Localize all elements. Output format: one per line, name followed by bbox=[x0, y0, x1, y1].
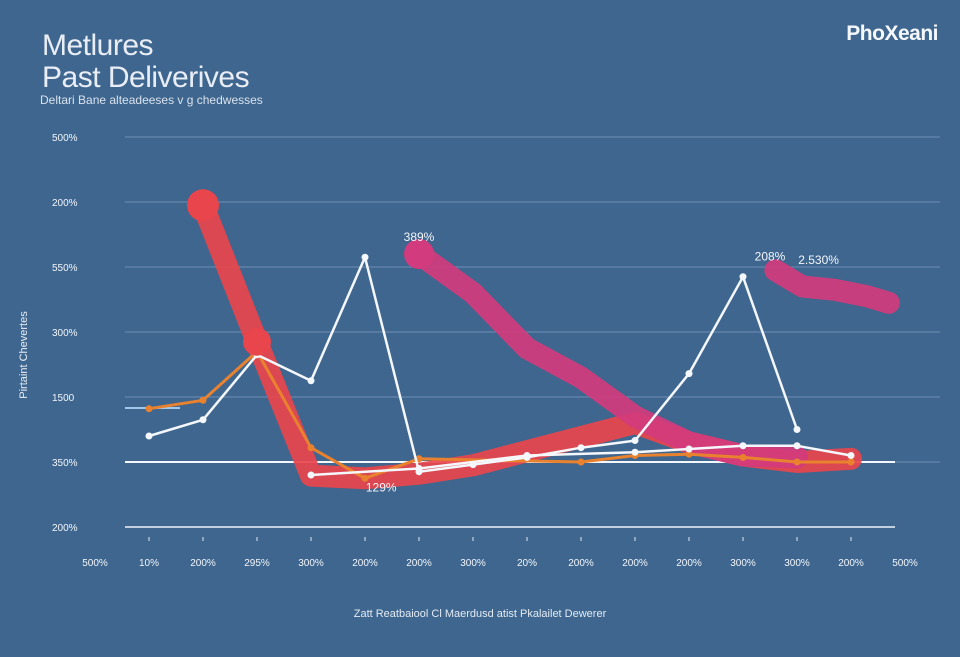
x-tick-label: 200% bbox=[568, 558, 594, 569]
series-point-1 bbox=[685, 445, 693, 453]
series-point-4 bbox=[361, 474, 369, 482]
series-point-1 bbox=[631, 448, 639, 456]
data-label: 208% bbox=[755, 250, 786, 264]
chart-subtitle: Deltari Bane alteadeeses v g chedwesses bbox=[40, 93, 263, 107]
series-point-1 bbox=[847, 452, 855, 459]
y-tick-label: 500% bbox=[52, 133, 78, 144]
y-tick-label: 300% bbox=[52, 328, 78, 339]
series-point-0 bbox=[199, 416, 207, 424]
x-tick-label: 300% bbox=[730, 558, 756, 569]
title-line-2: Past Deliverives bbox=[42, 61, 250, 94]
data-label: 2.530% bbox=[798, 253, 839, 267]
series-point-1 bbox=[415, 465, 423, 472]
x-tick-label: 200% bbox=[676, 558, 702, 569]
highlight-dot bbox=[404, 239, 434, 269]
y-tick-label: 350% bbox=[52, 458, 78, 469]
series-point-0 bbox=[739, 273, 747, 281]
series-line-5 bbox=[764, 259, 900, 314]
x-tick-label: 200% bbox=[406, 558, 432, 569]
x-tick-label: 300% bbox=[298, 558, 324, 569]
data-label: 129% bbox=[366, 480, 397, 494]
brand-logo: PhoXeani bbox=[846, 22, 938, 45]
highlight-dot bbox=[187, 189, 219, 222]
y-tick-label: 1500 bbox=[52, 393, 75, 404]
series-point-0 bbox=[631, 437, 639, 445]
series-line-3 bbox=[408, 243, 808, 469]
series-point-1 bbox=[307, 471, 315, 479]
series-point-0 bbox=[307, 377, 315, 385]
title-line-1: Metlures bbox=[42, 29, 154, 62]
x-tick-label: 500% bbox=[82, 558, 108, 569]
x-tick-label: 500% bbox=[892, 558, 918, 569]
x-axis-label: Zatt Reatbaiool Cl Maerdusd atist Pkalai… bbox=[353, 608, 607, 620]
chart-title: Metlures Past Deliverives bbox=[42, 29, 250, 94]
y-tick-label: 550% bbox=[52, 263, 78, 274]
highlight-dot bbox=[243, 327, 271, 356]
series-point-1 bbox=[523, 452, 531, 459]
series-point-4 bbox=[199, 396, 207, 404]
y-tick-label: 200% bbox=[52, 523, 78, 534]
y-tick-label: 200% bbox=[52, 198, 78, 209]
x-tick-label: 10% bbox=[139, 558, 159, 569]
x-tick-label: 300% bbox=[784, 558, 810, 569]
x-tick-label: 200% bbox=[622, 558, 648, 569]
series-point-1 bbox=[793, 442, 801, 450]
series-point-0 bbox=[361, 253, 369, 261]
x-tick-label: 20% bbox=[517, 558, 537, 569]
series-point-0 bbox=[793, 426, 801, 433]
series-point-4 bbox=[685, 450, 693, 458]
series-point-4 bbox=[307, 444, 315, 452]
series-point-4 bbox=[793, 458, 801, 466]
x-tick-label: 200% bbox=[838, 558, 864, 569]
series-point-1 bbox=[739, 442, 747, 450]
series-point-0 bbox=[685, 370, 693, 378]
series-point-0 bbox=[145, 432, 153, 440]
series-point-4 bbox=[739, 453, 747, 461]
data-label: 389% bbox=[404, 230, 435, 244]
x-tick-label: 300% bbox=[460, 558, 486, 569]
x-tick-label: 200% bbox=[190, 558, 216, 569]
series-point-4 bbox=[577, 458, 585, 466]
series-point-0 bbox=[577, 444, 585, 452]
series-point-4 bbox=[847, 458, 855, 466]
series-line-1 bbox=[309, 444, 853, 477]
series-point-4 bbox=[145, 405, 153, 413]
x-tick-label: 295% bbox=[244, 558, 270, 569]
x-tick-label: 200% bbox=[352, 558, 378, 569]
